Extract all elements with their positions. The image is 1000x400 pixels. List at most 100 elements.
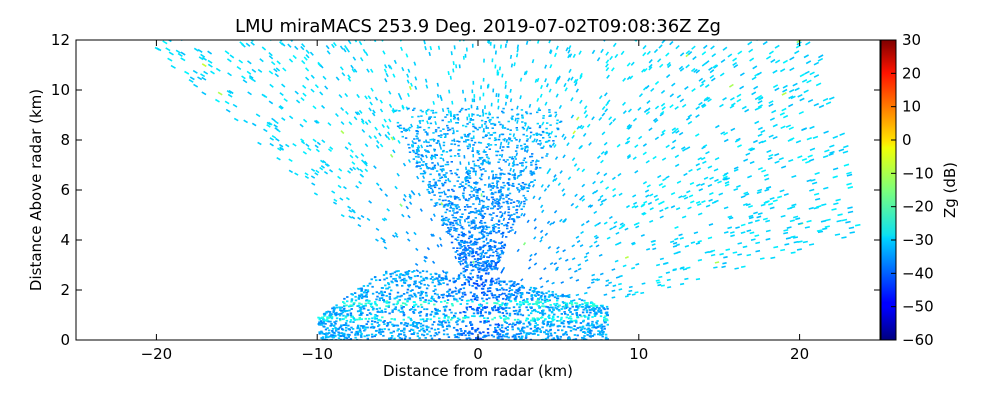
echo-dash: [740, 195, 746, 199]
echo-cell: [442, 150, 445, 153]
echo-cell: [541, 314, 545, 316]
echo-dash: [601, 112, 606, 117]
echo-cell: [471, 327, 474, 329]
echo-cell: [451, 235, 454, 238]
echo-cell: [456, 320, 459, 322]
echo-dash: [563, 136, 567, 141]
echo-cell: [473, 293, 476, 295]
echo-cell: [482, 307, 485, 309]
echo-cell: [487, 287, 490, 290]
echo-cell: [507, 178, 511, 180]
echo-cell: [497, 308, 500, 311]
echo-cell: [360, 306, 363, 309]
echo-cell: [477, 271, 481, 273]
echo-cell: [461, 251, 464, 254]
echo-cell: [542, 305, 546, 308]
echo-dash: [748, 216, 754, 220]
echo-dash: [426, 246, 431, 251]
echo-dash: [302, 84, 307, 89]
echo-cell: [482, 240, 485, 243]
echo-cell: [329, 324, 332, 327]
echo-cell: [530, 312, 533, 315]
echo-cell: [549, 328, 552, 331]
echo-cell: [396, 125, 400, 128]
echo-cell: [464, 256, 468, 258]
echo-cell: [357, 304, 361, 307]
echo-dash: [795, 217, 801, 221]
echo-cell: [410, 328, 413, 331]
echo-cell: [463, 245, 466, 247]
echo-dash: [314, 84, 319, 89]
echo-cell: [441, 326, 445, 328]
echo-dash: [765, 237, 771, 241]
echo-cell: [463, 248, 466, 251]
echo-dash: [327, 122, 332, 126]
echo-dash: [676, 94, 682, 99]
echo-cell: [472, 243, 475, 246]
echo-cell: [345, 319, 349, 322]
echo-dash: [310, 74, 315, 79]
echo-cell: [326, 316, 329, 319]
echo-dash: [415, 247, 419, 252]
echo-dash: [549, 64, 553, 69]
echo-dash: [708, 192, 714, 196]
y-tick-label: 12: [51, 31, 70, 49]
echo-cell: [454, 198, 457, 200]
echo-cell: [466, 248, 470, 251]
echo-cell: [494, 191, 497, 194]
echo-cell: [450, 226, 453, 229]
echo-cell: [471, 249, 475, 252]
echo-dash: [436, 162, 440, 166]
echo-cell: [393, 318, 396, 321]
echo-cell: [501, 193, 504, 195]
echo-cell: [378, 324, 381, 326]
echo-cell: [415, 162, 419, 164]
echo-cell: [387, 306, 390, 308]
echo-dash: [379, 143, 384, 148]
echo-cell: [391, 311, 394, 313]
echo-dash: [454, 286, 458, 290]
echo-dash: [583, 255, 588, 259]
echo-dash: [694, 133, 700, 137]
echo-dash: [588, 141, 592, 146]
echo-cell: [422, 300, 426, 303]
echo-dash: [504, 101, 507, 106]
echo-dash: [367, 95, 372, 100]
echo-cell: [595, 304, 599, 307]
echo-dash: [768, 103, 774, 108]
echo-dash: [812, 135, 819, 140]
echo-dash: [361, 159, 365, 164]
echo-cell: [482, 195, 486, 198]
echo-dash: [383, 68, 388, 73]
echo-dash: [594, 189, 599, 194]
echo-cell: [604, 333, 608, 336]
echo-cell: [402, 331, 406, 334]
echo-dash: [557, 182, 562, 187]
echo-dash: [543, 188, 548, 192]
echo-dash: [373, 40, 377, 43]
echo-cell: [373, 320, 377, 323]
echo-cell: [453, 195, 457, 198]
echo-cell: [468, 224, 471, 227]
echo-dash: [690, 67, 696, 73]
echo-cell: [463, 241, 467, 243]
echo-cell: [503, 173, 506, 175]
echo-cell: [551, 319, 554, 322]
echo-dash: [617, 172, 622, 177]
echo-cell: [497, 138, 501, 141]
echo-cell: [349, 304, 352, 307]
echo-cell: [590, 305, 593, 307]
echo-cell: [498, 294, 501, 296]
echo-cell: [392, 330, 395, 333]
echo-dash: [714, 178, 719, 183]
echo-cell: [467, 184, 471, 187]
echo-cell: [427, 191, 431, 193]
echo-dash: [574, 269, 578, 273]
echo-cell: [371, 335, 374, 338]
echo-cell: [473, 315, 476, 318]
echo-cell: [541, 156, 544, 159]
echo-cell: [489, 240, 492, 242]
echo-dash: [406, 92, 410, 98]
echo-dash: [487, 262, 490, 266]
echo-cell: [368, 312, 372, 315]
